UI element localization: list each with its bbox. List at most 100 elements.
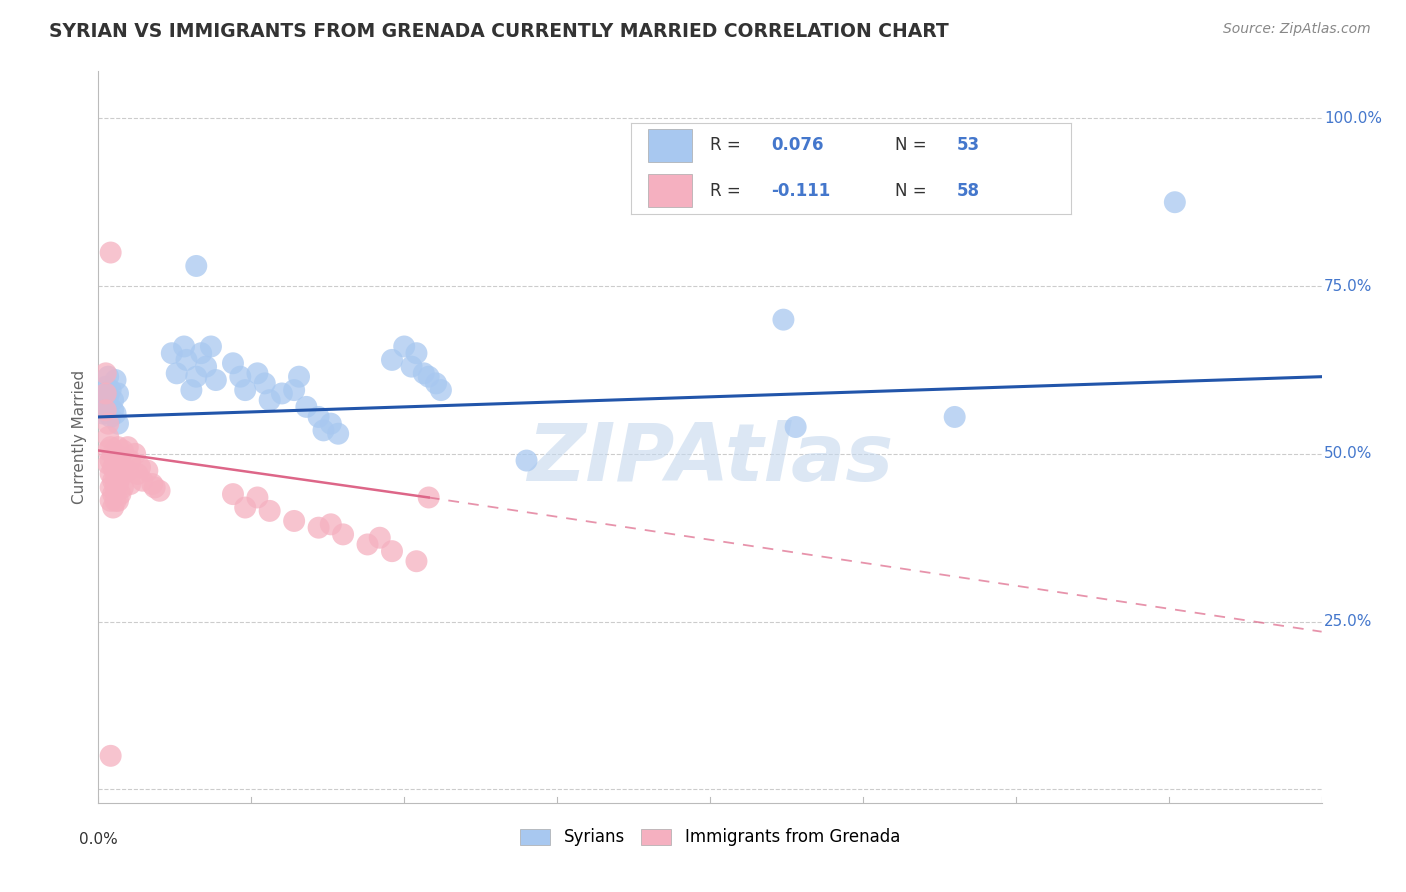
Point <box>107 477 129 491</box>
Point <box>91 386 114 401</box>
Point <box>233 500 256 515</box>
Point <box>100 245 122 260</box>
Point <box>136 464 159 478</box>
Point <box>308 409 330 424</box>
Point <box>283 383 305 397</box>
Text: 75.0%: 75.0% <box>1324 278 1372 293</box>
Point <box>186 369 208 384</box>
Point <box>430 383 453 397</box>
Point <box>107 460 129 475</box>
Point <box>288 369 311 384</box>
Point <box>381 352 404 367</box>
Point <box>104 373 127 387</box>
Point <box>785 420 807 434</box>
Point <box>100 440 122 454</box>
Point <box>117 464 139 478</box>
Point <box>259 504 281 518</box>
Point <box>111 443 134 458</box>
Point <box>97 443 120 458</box>
Point <box>229 369 252 384</box>
Point <box>94 400 117 414</box>
Point <box>308 521 330 535</box>
Point <box>283 514 305 528</box>
Point <box>101 487 124 501</box>
Point <box>222 487 245 501</box>
Point <box>392 339 416 353</box>
Point <box>205 373 228 387</box>
Point <box>100 409 122 424</box>
Point <box>166 367 188 381</box>
Point <box>319 417 342 431</box>
Point <box>425 376 447 391</box>
Point <box>100 467 122 481</box>
Point <box>381 544 404 558</box>
Point <box>91 407 114 421</box>
Point <box>186 259 208 273</box>
Point <box>176 352 198 367</box>
Point <box>200 339 222 353</box>
Point <box>246 491 269 505</box>
Point <box>120 477 142 491</box>
Point <box>943 409 966 424</box>
Point <box>104 453 127 467</box>
Point <box>368 531 391 545</box>
Point <box>90 396 112 410</box>
Point <box>1164 195 1187 210</box>
Point <box>94 367 117 381</box>
Point <box>94 380 117 394</box>
Text: 25.0%: 25.0% <box>1324 614 1372 629</box>
Point <box>111 464 134 478</box>
Point <box>246 367 269 381</box>
Y-axis label: Currently Married: Currently Married <box>72 370 87 504</box>
Point <box>180 383 202 397</box>
Point <box>101 393 124 408</box>
Legend: Syrians, Immigrants from Grenada: Syrians, Immigrants from Grenada <box>513 822 907 853</box>
Point <box>129 460 152 475</box>
Point <box>412 367 434 381</box>
Point <box>270 386 294 401</box>
Point <box>259 393 281 408</box>
Point <box>328 426 350 441</box>
Point <box>97 417 120 431</box>
Point <box>405 346 427 360</box>
Point <box>173 339 195 353</box>
Point <box>94 403 117 417</box>
Point <box>100 748 122 763</box>
Text: Source: ZipAtlas.com: Source: ZipAtlas.com <box>1223 22 1371 37</box>
Point <box>110 487 132 501</box>
Point <box>104 493 127 508</box>
Point <box>117 440 139 454</box>
Point <box>312 423 335 437</box>
Point <box>195 359 218 374</box>
Point <box>319 517 342 532</box>
Point <box>104 480 127 494</box>
Point <box>97 369 120 384</box>
Point <box>107 417 129 431</box>
Point <box>356 537 378 551</box>
Point <box>101 403 124 417</box>
Point <box>110 470 132 484</box>
Point <box>111 480 134 494</box>
Point <box>149 483 172 498</box>
Point <box>131 474 153 488</box>
Point <box>94 386 117 401</box>
Point <box>160 346 183 360</box>
Point <box>107 440 129 454</box>
Point <box>101 447 124 461</box>
Point <box>143 480 166 494</box>
Point <box>97 457 120 471</box>
Point <box>418 369 440 384</box>
Point <box>110 450 132 465</box>
Point <box>100 493 122 508</box>
Point <box>104 407 127 421</box>
Point <box>120 453 142 467</box>
Point <box>418 491 440 505</box>
Point <box>101 460 124 475</box>
Point <box>97 390 120 404</box>
Point <box>515 453 537 467</box>
Point <box>97 430 120 444</box>
Point <box>100 383 122 397</box>
Text: 100.0%: 100.0% <box>1324 111 1382 126</box>
Point <box>222 356 245 370</box>
Point <box>107 493 129 508</box>
